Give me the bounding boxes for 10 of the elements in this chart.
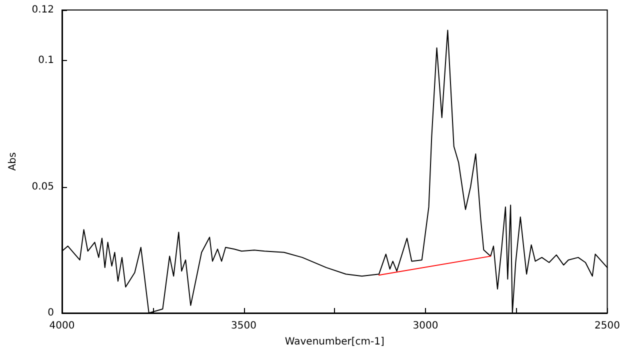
y-tick-label: 0 <box>48 308 54 318</box>
y-tick-label: 0.12 <box>32 4 54 16</box>
x-tick-label: 3500 <box>231 320 256 332</box>
x-tick-label: 2500 <box>594 320 620 332</box>
x-tick-label: 3000 <box>412 320 438 332</box>
x-axis-title: Wavenumber[cm-1] <box>284 336 384 348</box>
y-tick-label: 0.05 <box>32 181 54 192</box>
y-tick-label: 0.1 <box>38 55 54 66</box>
y-axis-title: Abs <box>8 152 18 171</box>
x-tick-label: 4000 <box>49 320 75 332</box>
